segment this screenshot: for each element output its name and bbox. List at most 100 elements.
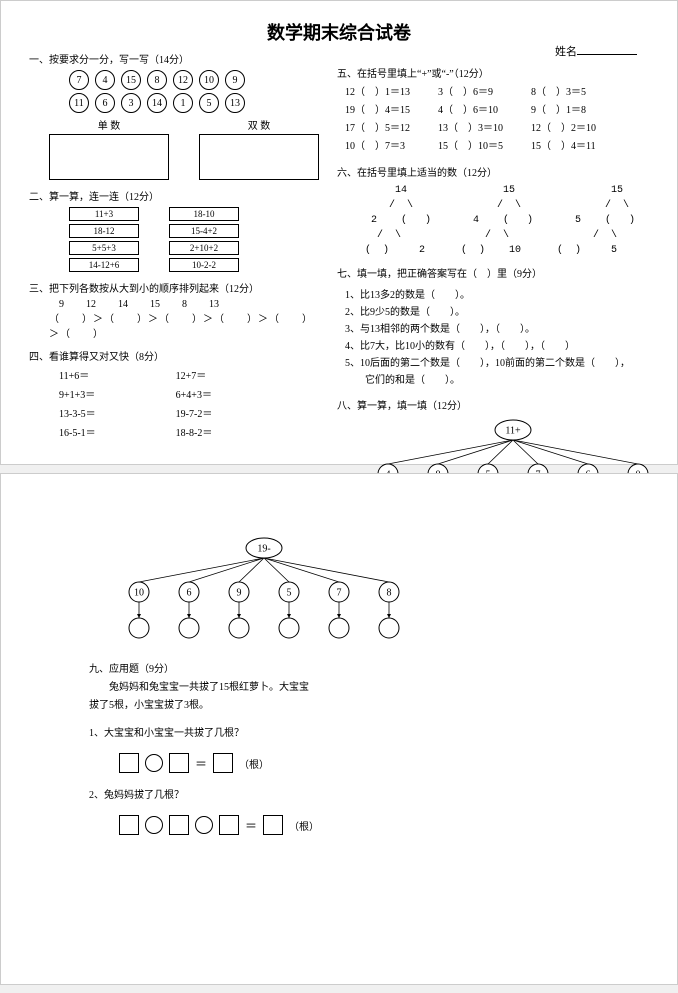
operator-circle — [195, 816, 213, 834]
odd-box: 单 数 — [49, 117, 169, 180]
answer-box — [263, 815, 283, 835]
answer-box — [119, 815, 139, 835]
even-rect — [199, 134, 319, 180]
q2-right: 18-10 15-4+2 2+10+2 10-2-2 — [169, 207, 239, 272]
q4-expr: 11+6＝ — [59, 367, 96, 386]
number-circle: 12 — [173, 70, 193, 90]
svg-text:7: 7 — [337, 587, 342, 598]
q4-heading: 四、看谁算得又对又快（8分） — [29, 348, 319, 363]
odd-even-boxes: 单 数 双 数 — [49, 117, 319, 180]
q2-heading: 二、算一算，连一连（12分） — [29, 188, 319, 203]
q1: 一、按要求分一分，写一写（14分） 7 4 15 8 12 10 9 11 6 … — [29, 51, 319, 180]
q5-expr: 3（ ）6＝9 — [438, 84, 503, 102]
expr-box: 18-10 — [169, 207, 239, 221]
operator-circle — [145, 816, 163, 834]
operator-circle — [145, 754, 163, 772]
q5-col2: 3（ ）6＝9 4（ ）6＝10 13（ ）3＝10 15（ ）10＝5 — [438, 84, 503, 156]
q1-heading: 一、按要求分一分，写一写（14分） — [29, 51, 319, 66]
unit-label: （根） — [289, 818, 319, 833]
right-column: 五、在括号里填上“+”或“-”（12分） 12（ ）1＝13 19（ ）4＝15… — [337, 51, 678, 534]
q5-expr: 13（ ）3＝10 — [438, 120, 503, 138]
q9-sub1: 1、大宝宝和小宝宝一共拔了几根？ — [89, 725, 649, 743]
q6-heading: 六、在括号里填上适当的数（12分） — [337, 164, 678, 179]
q4-expr: 13-3-5＝ — [59, 405, 96, 424]
q7-line: 5、10后面的第二个数是（ ），10前面的第二个数是（ ）， — [345, 355, 678, 372]
q6-trees: 14 15 15 / \ / \ / \ 2 ( ) 4 ( ) 5 ( ) /… — [365, 183, 678, 258]
number-circle: 14 — [147, 93, 167, 113]
svg-text:10: 10 — [134, 587, 144, 598]
q5-expr: 17（ ）5＝12 — [345, 120, 410, 138]
q4-cols: 11+6＝ 9+1+3＝ 13-3-5＝ 16-5-1＝ 12+7＝ 6+4+3… — [59, 367, 319, 443]
q7-line: 它们的和是（ ）。 — [345, 372, 678, 389]
q8-heading: 八、算一算，填一填（12分） — [337, 397, 678, 412]
expr-box: 5+5+3 — [69, 241, 139, 255]
q4-expr: 18-8-2＝ — [176, 424, 213, 443]
page-2: 19-1069578 九、应用题（9分） 兔妈妈和兔宝宝一共拔了15根红萝卜。大… — [0, 473, 678, 985]
equals-sign: ＝ — [245, 817, 257, 834]
number-circle: 4 — [95, 70, 115, 90]
q3: 三、把下列各数按从大到小的顺序排列起来（12分） 9 12 14 15 8 13… — [29, 280, 319, 340]
q5-heading: 五、在括号里填上“+”或“-”（12分） — [337, 65, 678, 80]
q3-num: 12 — [86, 299, 96, 310]
q9: 九、应用题（9分） 兔妈妈和兔宝宝一共拔了15根红萝卜。大宝宝 拔了5根，小宝宝… — [89, 660, 649, 835]
q5-expr: 15（ ）4＝11 — [531, 138, 596, 156]
svg-text:8: 8 — [387, 587, 392, 598]
q9-story: 兔妈妈和兔宝宝一共拔了15根红萝卜。大宝宝 — [89, 679, 649, 697]
q1-row1: 7 4 15 8 12 10 9 — [69, 70, 319, 90]
even-label: 双 数 — [199, 117, 319, 132]
q3-numbers: 9 12 14 15 8 13 — [59, 299, 319, 310]
q5-expr: 8（ ）3＝5 — [531, 84, 596, 102]
number-circle: 15 — [121, 70, 141, 90]
name-underline — [577, 45, 637, 55]
q5-expr: 12（ ）2＝10 — [531, 120, 596, 138]
page2-inner: 19-1069578 九、应用题（9分） 兔妈妈和兔宝宝一共拔了15根红萝卜。大… — [89, 534, 649, 835]
q3-num: 9 — [59, 299, 64, 310]
name-field: 姓名 — [555, 43, 637, 59]
q4-left: 11+6＝ 9+1+3＝ 13-3-5＝ 16-5-1＝ — [59, 367, 96, 443]
expr-box: 14-12+6 — [69, 258, 139, 272]
expr-box: 2+10+2 — [169, 241, 239, 255]
q4-expr: 16-5-1＝ — [59, 424, 96, 443]
answer-box — [169, 815, 189, 835]
odd-rect — [49, 134, 169, 180]
q3-blanks: （ ）＞（ ）＞（ ）＞（ ）＞（ ）＞（ ） — [49, 310, 319, 340]
expr-box: 11+3 — [69, 207, 139, 221]
q4: 四、看谁算得又对又快（8分） 11+6＝ 9+1+3＝ 13-3-5＝ 16-5… — [29, 348, 319, 443]
q3-num: 14 — [118, 299, 128, 310]
q5-col3: 8（ ）3＝5 9（ ）1＝8 12（ ）2＝10 15（ ）4＝11 — [531, 84, 596, 156]
q2-left: 11+3 18-12 5+5+3 14-12+6 — [69, 207, 139, 272]
q3-heading: 三、把下列各数按从大到小的顺序排列起来（12分） — [29, 280, 319, 295]
q8-tree-b-wrap: 19-1069578 — [119, 534, 649, 644]
answer-box — [213, 753, 233, 773]
number-circle: 9 — [225, 70, 245, 90]
expr-box: 18-12 — [69, 224, 139, 238]
even-box: 双 数 — [199, 117, 319, 180]
answer-box — [219, 815, 239, 835]
q7-line: 1、比13多2的数是（ ）。 — [345, 287, 678, 304]
two-column-layout: 一、按要求分一分，写一写（14分） 7 4 15 8 12 10 9 11 6 … — [29, 51, 649, 534]
doc-title: 数学期末综合试卷 — [29, 19, 649, 45]
q2: 二、算一算，连一连（12分） 11+3 18-12 5+5+3 14-12+6 … — [29, 188, 319, 272]
q7-line: 2、比9少5的数是（ ）。 — [345, 304, 678, 321]
q4-right: 12+7＝ 6+4+3＝ 19-7-2＝ 18-8-2＝ — [176, 367, 213, 443]
q4-expr: 12+7＝ — [176, 367, 213, 386]
name-label: 姓名 — [555, 46, 577, 58]
expr-box: 10-2-2 — [169, 258, 239, 272]
equals-sign: ＝ — [195, 755, 207, 772]
q1-row2: 11 6 3 14 1 5 13 — [69, 93, 319, 113]
q5-expr: 12（ ）1＝13 — [345, 84, 410, 102]
q7-line: 4、比7大，比10小的数有（ ），（ ），（ ） — [345, 338, 678, 355]
page-1: 数学期末综合试卷 姓名 一、按要求分一分，写一写（14分） 7 4 15 8 1… — [0, 0, 678, 465]
q7: 七、填一填，把正确答案写在（ ）里（9分） 1、比13多2的数是（ ）。 2、比… — [337, 266, 678, 389]
q3-num: 15 — [150, 299, 160, 310]
unit-label: （根） — [239, 756, 269, 771]
number-circle: 1 — [173, 93, 193, 113]
q5-expr: 15（ ）10＝5 — [438, 138, 503, 156]
answer-box — [119, 753, 139, 773]
q9-eq1: ＝ （根） — [119, 753, 649, 773]
q5-expr: 19（ ）4＝15 — [345, 102, 410, 120]
q4-expr: 6+4+3＝ — [176, 386, 213, 405]
svg-text:11+: 11+ — [505, 425, 521, 436]
q8-tree-b: 19-1069578 — [119, 534, 409, 644]
q9-heading: 九、应用题（9分） — [89, 660, 649, 675]
